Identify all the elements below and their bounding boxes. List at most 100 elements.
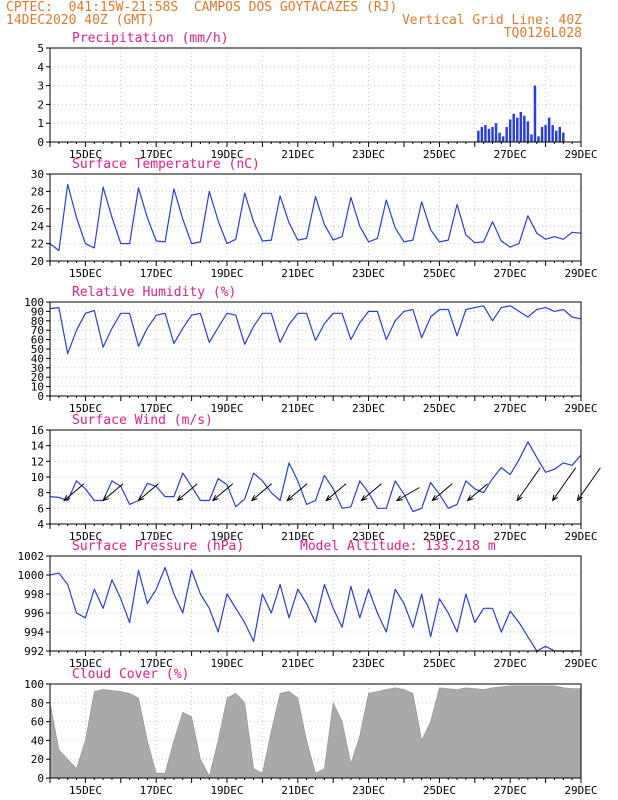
wind-arrow-head bbox=[250, 494, 258, 502]
x-tick-label: 25DEC bbox=[423, 784, 456, 797]
precip-bar bbox=[491, 126, 494, 142]
panel-frame bbox=[49, 301, 582, 397]
y-tick-label: 8 bbox=[37, 487, 44, 500]
wind-arrow-head bbox=[431, 494, 439, 502]
y-tick-label: 90 bbox=[31, 305, 44, 318]
x-tick-label: 19DEC bbox=[210, 784, 243, 797]
y-tick-label: 12 bbox=[31, 455, 44, 468]
panel-title: Precipitation (mm/h) bbox=[72, 31, 229, 46]
wind-arrow-shaft bbox=[516, 467, 541, 501]
x-tick-label: 19DEC bbox=[210, 267, 243, 280]
y-tick-label: 2 bbox=[37, 98, 44, 111]
y-tick-label: 1 bbox=[37, 117, 44, 130]
panel-title: Cloud Cover (%) bbox=[72, 667, 189, 682]
wind-arrow-shaft bbox=[361, 483, 382, 501]
y-tick-label: 28 bbox=[31, 185, 44, 198]
series-line bbox=[49, 441, 582, 513]
y-tick-label: 100 bbox=[24, 678, 44, 691]
x-tick-label: 27DEC bbox=[494, 657, 527, 670]
y-tick-label: 6 bbox=[37, 502, 44, 515]
x-tick-label: 17DEC bbox=[140, 402, 173, 415]
precip-bar bbox=[487, 128, 491, 142]
x-tick-label: 27DEC bbox=[494, 530, 527, 543]
x-tick-label: 21DEC bbox=[281, 530, 314, 543]
y-tick-label: 50 bbox=[31, 343, 44, 356]
x-tick-label: 19DEC bbox=[210, 530, 243, 543]
wind-arrow-head bbox=[360, 494, 368, 502]
y-tick-label: 16 bbox=[31, 424, 44, 437]
y-tick-label: 20 bbox=[31, 371, 44, 384]
y-tick-label: 60 bbox=[31, 334, 44, 347]
y-tick-label: 24 bbox=[31, 220, 45, 233]
x-tick-label: 21DEC bbox=[281, 402, 314, 415]
x-tick-label: 23DEC bbox=[352, 402, 385, 415]
y-tick-label: 1000 bbox=[18, 569, 45, 582]
y-tick-label: 0 bbox=[37, 390, 44, 403]
x-tick-label: 29DEC bbox=[564, 148, 597, 161]
wind-arrow-shaft bbox=[212, 483, 234, 501]
wind-arrow-shaft bbox=[251, 483, 273, 501]
wind-arrow-shaft bbox=[325, 483, 347, 501]
precip-bar bbox=[558, 126, 561, 142]
y-tick-label: 10 bbox=[31, 471, 44, 484]
x-tick-label: 15DEC bbox=[69, 267, 102, 280]
x-tick-label: 19DEC bbox=[210, 657, 243, 670]
wind-arrow-shaft bbox=[431, 483, 453, 501]
panel-title: Relative Humidity (%) bbox=[72, 285, 236, 300]
y-tick-label: 40 bbox=[31, 352, 44, 365]
precip-bar bbox=[544, 125, 547, 142]
x-tick-label: 15DEC bbox=[69, 148, 102, 161]
x-tick-label: 23DEC bbox=[352, 267, 385, 280]
precip-bar bbox=[498, 132, 501, 142]
wind-arrow-head bbox=[211, 494, 219, 502]
x-tick-label: 19DEC bbox=[210, 148, 243, 161]
precip-bar bbox=[523, 115, 526, 142]
x-tick-label: 29DEC bbox=[564, 402, 597, 415]
precip-bar bbox=[512, 113, 515, 142]
x-tick-label: 21DEC bbox=[281, 148, 314, 161]
x-tick-label: 27DEC bbox=[494, 402, 527, 415]
x-tick-label: 17DEC bbox=[140, 657, 173, 670]
wind-arrow-head bbox=[551, 494, 559, 502]
y-tick-label: 70 bbox=[31, 324, 44, 337]
wind-arrow-shaft bbox=[138, 483, 159, 501]
panel-frame bbox=[49, 429, 582, 525]
series-line bbox=[49, 183, 582, 252]
x-tick-label: 25DEC bbox=[423, 402, 456, 415]
y-tick-label: 992 bbox=[24, 645, 44, 658]
panel-frame bbox=[49, 47, 582, 143]
wind-arrow-head bbox=[102, 494, 109, 502]
y-tick-label: 80 bbox=[31, 697, 44, 710]
y-tick-label: 5 bbox=[37, 42, 44, 55]
x-tick-label: 17DEC bbox=[140, 784, 173, 797]
x-tick-label: 23DEC bbox=[352, 530, 385, 543]
y-tick-label: 3 bbox=[37, 80, 44, 93]
header-station: CPTEC: 041:15W-21:58S CAMPOS DOS GOYTACA… bbox=[6, 0, 398, 15]
wind-arrow-head bbox=[63, 494, 71, 502]
precip-bar bbox=[533, 85, 537, 142]
y-tick-label: 1002 bbox=[18, 550, 45, 563]
x-tick-label: 15DEC bbox=[69, 657, 102, 670]
wind-arrow-shaft bbox=[552, 467, 577, 501]
precip-bar bbox=[519, 111, 523, 142]
x-tick-label: 27DEC bbox=[494, 148, 527, 161]
panel-title: Surface Temperature (nC) bbox=[72, 157, 260, 172]
wind-arrow-head bbox=[286, 494, 294, 502]
precip-bar bbox=[480, 126, 484, 142]
precip-bar bbox=[501, 136, 505, 142]
x-tick-label: 19DEC bbox=[210, 402, 243, 415]
precip-bar bbox=[516, 117, 519, 142]
header-code: TQ0126L028 bbox=[503, 26, 582, 41]
x-tick-label: 29DEC bbox=[564, 267, 597, 280]
x-tick-label: 23DEC bbox=[352, 657, 385, 670]
x-tick-label: 23DEC bbox=[352, 784, 385, 797]
y-tick-label: 40 bbox=[31, 734, 44, 747]
x-tick-label: 29DEC bbox=[564, 657, 597, 670]
x-tick-label: 23DEC bbox=[352, 148, 385, 161]
y-tick-label: 26 bbox=[31, 203, 44, 216]
header-grid-note: Vertical Grid Line: 40Z bbox=[401, 13, 582, 28]
precip-bar bbox=[537, 136, 540, 142]
precip-bar bbox=[530, 134, 533, 142]
x-tick-label: 29DEC bbox=[564, 784, 597, 797]
